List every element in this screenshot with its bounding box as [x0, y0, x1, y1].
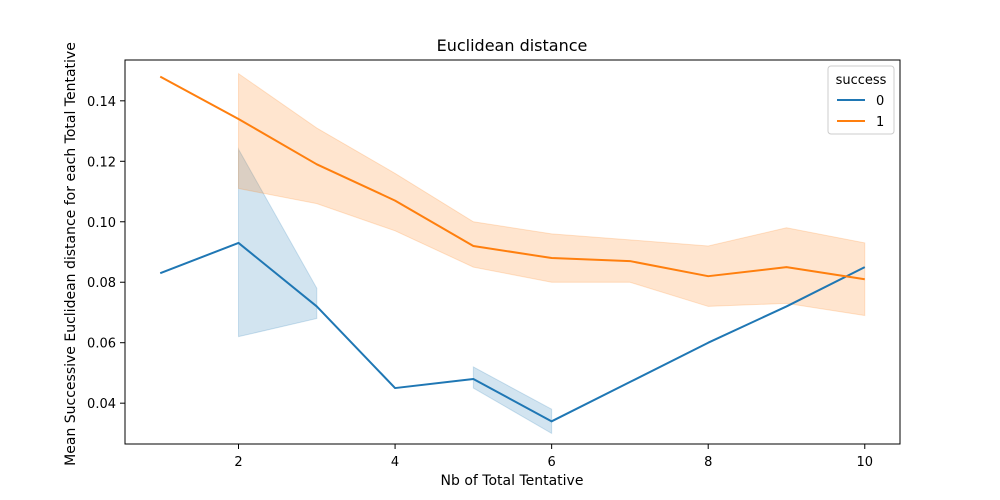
x-axis-ticks: 2 4 6 8 10	[234, 444, 873, 470]
y-tick-label: 0.06	[87, 337, 116, 352]
y-axis-title: Mean Successive Euclidean distance for e…	[63, 42, 79, 466]
y-tick-label: 0.04	[87, 397, 116, 412]
series-line-1	[159, 75, 865, 281]
ci-band-series-1-0	[238, 72, 866, 317]
y-tick-label: 0.08	[87, 276, 116, 291]
y-tick-label: 0.14	[87, 95, 116, 110]
legend-label-0: 0	[876, 94, 884, 109]
x-tick-label: 2	[234, 455, 242, 470]
legend-title: success	[836, 73, 887, 88]
chart-title: Euclidean distance	[437, 36, 588, 55]
y-tick-label: 0.10	[87, 216, 116, 231]
legend: success 0 1	[827, 65, 895, 135]
series-line-0	[159, 241, 866, 423]
x-axis-title: Nb of Total Tentative	[441, 473, 584, 489]
series-lines	[159, 75, 866, 423]
x-tick-label: 6	[548, 455, 556, 470]
y-tick-label: 0.12	[87, 155, 116, 170]
plot-frame	[124, 59, 901, 445]
y-axis-ticks: 0.04 0.06 0.08 0.10 0.12 0.14	[87, 95, 125, 412]
x-tick-label: 8	[704, 455, 712, 470]
confidence-bands	[238, 72, 866, 435]
legend-label-1: 1	[876, 115, 884, 130]
x-tick-label: 4	[391, 455, 399, 470]
x-tick-label: 10	[856, 455, 873, 470]
